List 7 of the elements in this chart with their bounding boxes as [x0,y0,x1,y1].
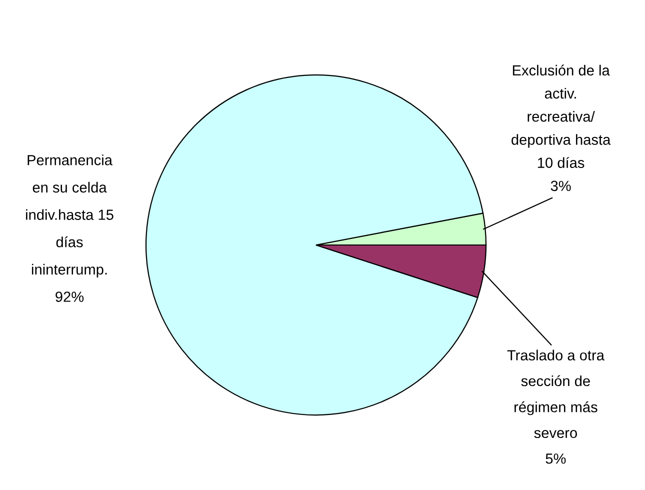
slice-label: Exclusión de la activ. recreativa/ deportiva hasta 10 días [512,64,611,168]
pie-slice [145,74,484,416]
data-label: 92% [56,292,84,302]
slice-label: Permanencia en su celda indiv.hasta 15 días ininterrump. [26,154,114,278]
data-label: 3% [550,180,571,192]
data-label: 5% [546,454,566,464]
slice-label: Traslado a otra sección de régimen más severo [507,350,604,438]
